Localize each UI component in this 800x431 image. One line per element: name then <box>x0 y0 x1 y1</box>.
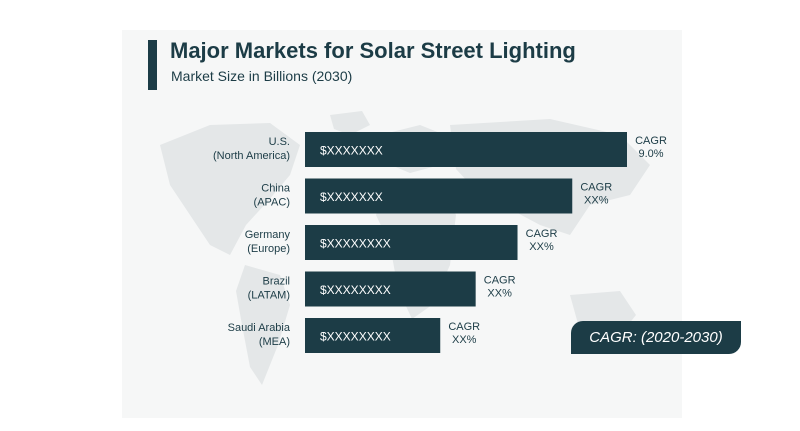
cagr-annotation: CAGR <box>448 321 480 333</box>
category-label: (APAC) <box>254 197 290 209</box>
cagr-annotation: CAGR <box>484 275 516 287</box>
bar <box>305 225 518 260</box>
category-label: (North America) <box>213 150 290 162</box>
category-label: U.S. <box>269 136 290 148</box>
bar <box>305 178 573 214</box>
category-label: (Europe) <box>247 243 290 255</box>
cagr-annotation: CAGR <box>580 182 612 194</box>
bar-value-label: $XXXXXXX <box>320 190 383 204</box>
page-subtitle: Market Size in Billions (2030) <box>171 68 353 84</box>
bar <box>305 318 441 353</box>
category-label: (LATAM) <box>248 290 290 302</box>
title-accent-bar <box>148 40 157 90</box>
category-label: China <box>261 183 291 195</box>
cagr-annotation: CAGR <box>526 228 558 240</box>
cagr-annotation: XX% <box>584 195 609 207</box>
category-label: (MEA) <box>259 336 290 348</box>
cagr-annotation: CAGR <box>635 135 667 147</box>
category-label: Germany <box>245 229 291 241</box>
bar-value-label: $XXXXXXXX <box>320 330 391 344</box>
bar <box>305 271 476 307</box>
cagr-annotation: XX% <box>529 241 554 253</box>
bar-value-label: $XXXXXXXX <box>320 283 391 297</box>
bar <box>305 132 627 167</box>
bar-value-label: $XXXXXXXX <box>320 237 391 251</box>
cagr-period-badge: CAGR: (2020-2030) <box>571 321 741 354</box>
bar-value-label: $XXXXXXX <box>320 144 383 158</box>
page-title: Major Markets for Solar Street Lighting <box>170 38 576 63</box>
cagr-annotation: XX% <box>487 288 512 300</box>
cagr-annotation: XX% <box>452 334 477 346</box>
category-label: Brazil <box>262 276 290 288</box>
category-label: Saudi Arabia <box>228 322 291 334</box>
cagr-annotation: 9.0% <box>638 148 663 160</box>
